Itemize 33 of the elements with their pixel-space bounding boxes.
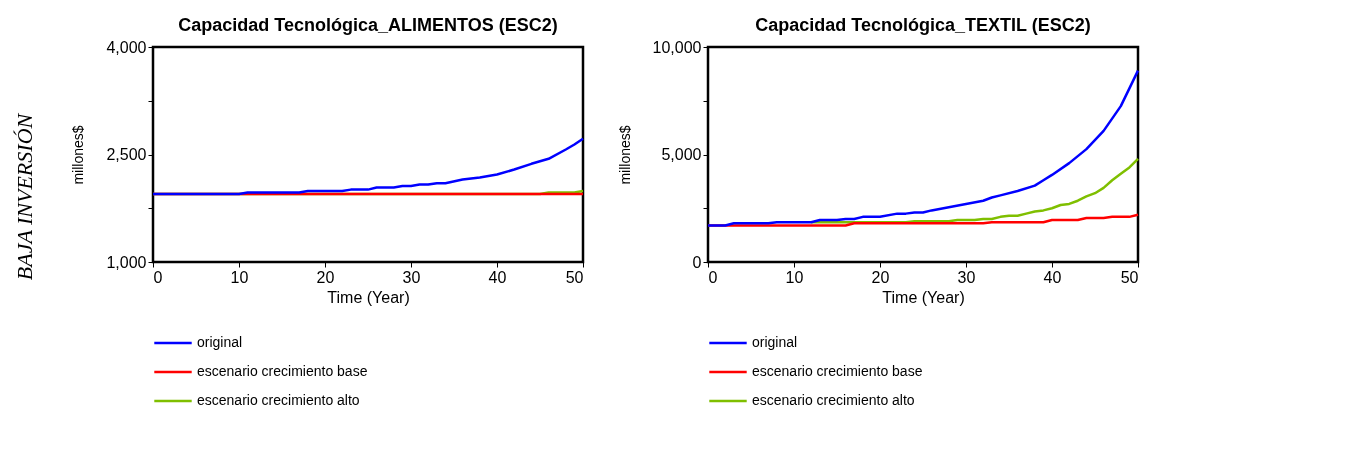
y-tick-label: 0	[692, 253, 702, 271]
y-tick-label: 1,000	[106, 253, 147, 271]
y-axis-title: millones$	[70, 125, 87, 185]
legend-label: escenario crecimiento base	[752, 363, 923, 379]
x-axis-title: Time (Year)	[882, 288, 965, 306]
legend-label: original	[197, 334, 243, 350]
x-tick-label: 50	[565, 268, 584, 286]
line-series	[706, 69, 1140, 227]
line-series	[151, 137, 585, 196]
x-tick-label: 50	[1120, 268, 1139, 286]
x-tick-label: 30	[957, 268, 976, 286]
y-tick-label: 5,000	[661, 146, 702, 163]
legend-label: original	[752, 334, 798, 350]
legend-label: escenario crecimiento base	[197, 363, 368, 379]
x-tick-label: 20	[316, 268, 335, 286]
chart-title: Capacidad Tecnológica_TEXTIL (ESC2)	[755, 15, 1091, 35]
legend-label: escenario crecimiento alto	[752, 392, 915, 408]
x-tick-label: 40	[488, 268, 507, 286]
x-tick-label: 10	[230, 268, 249, 286]
x-tick-label: 0	[708, 268, 718, 286]
y-tick-label: 2,500	[106, 146, 147, 163]
y-tick-label: 4,000	[106, 38, 147, 56]
x-axis-title: Time (Year)	[327, 288, 410, 306]
x-tick-label: 0	[153, 268, 163, 286]
legend-label: escenario crecimiento alto	[197, 392, 360, 408]
x-tick-label: 30	[402, 268, 421, 286]
chart-title: Capacidad Tecnológica_ALIMENTOS (ESC2)	[178, 15, 558, 35]
text: BAJA INVERSIÓN	[12, 112, 37, 281]
y-tick-label: 10,000	[652, 38, 702, 56]
x-tick-label: 10	[785, 268, 804, 286]
y-axis-title: millones$	[616, 125, 633, 185]
x-tick-label: 40	[1043, 268, 1062, 286]
x-tick-label: 20	[871, 268, 890, 286]
